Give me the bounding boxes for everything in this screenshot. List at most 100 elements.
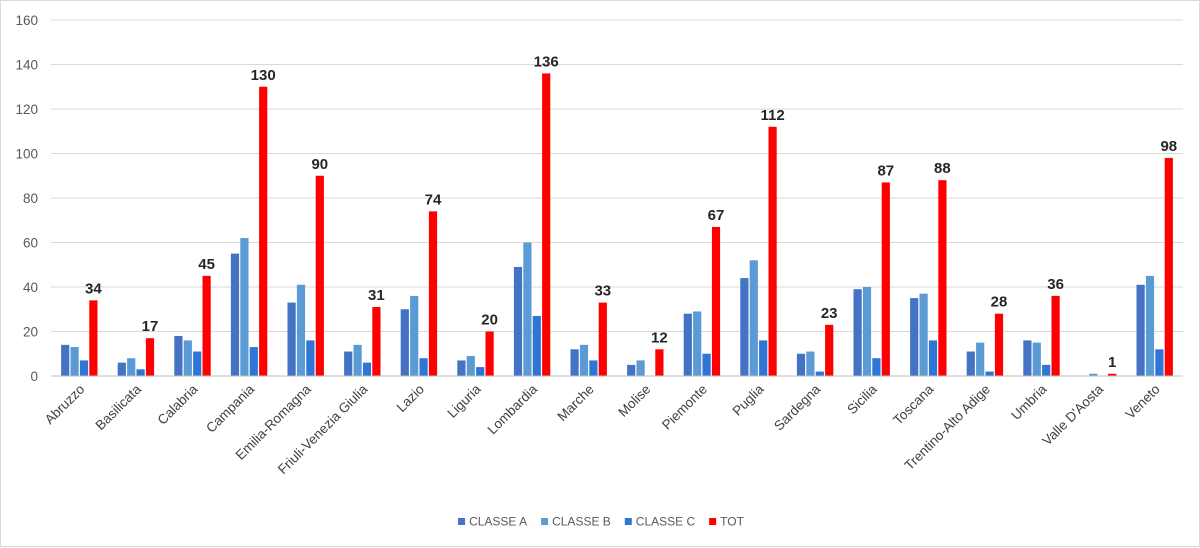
y-tick-label: 100 <box>15 147 38 162</box>
bar-tot <box>542 73 551 377</box>
bar-classe-c <box>419 358 428 376</box>
bar-classe-c <box>136 369 145 376</box>
bar-classe-b <box>1145 275 1155 376</box>
bar-classe-a <box>740 278 749 376</box>
bar-classe-c <box>872 358 881 376</box>
bar-classe-a <box>796 353 806 376</box>
data-label: 34 <box>85 280 102 297</box>
bar-classe-b <box>579 344 589 376</box>
bar-classe-a <box>117 362 126 376</box>
x-tick-label: Basilicata <box>93 381 145 433</box>
legend-label: TOT <box>720 515 744 529</box>
y-tick-label: 140 <box>15 58 38 73</box>
x-tick-label: Puglia <box>729 381 766 418</box>
bar-tot <box>994 313 1004 376</box>
bar-classe-c <box>532 315 541 376</box>
bar-classe-b <box>862 287 872 376</box>
bar-classe-c <box>985 371 994 376</box>
data-label: 112 <box>760 107 784 124</box>
bar-tot <box>655 349 664 376</box>
data-label: 130 <box>251 67 276 84</box>
bar-classe-a <box>344 351 353 376</box>
legend-swatch <box>541 518 549 525</box>
x-tick-label: Marche <box>554 382 596 424</box>
y-tick-label: 60 <box>23 236 38 251</box>
bar-classe-b <box>353 344 362 376</box>
x-tick-label: Liguria <box>444 381 484 421</box>
bar-classe-b <box>636 360 645 376</box>
bar-tot <box>259 86 268 376</box>
data-label: 88 <box>934 160 951 177</box>
data-label: 36 <box>1047 276 1064 293</box>
legend-swatch <box>709 518 717 525</box>
bar-tot <box>938 180 947 376</box>
bar-classe-b <box>976 342 985 376</box>
bar-classe-c <box>589 360 598 376</box>
bar-tot <box>89 300 98 376</box>
bar-tot <box>598 302 607 376</box>
bar-classe-a <box>910 298 919 376</box>
bar-classe-b <box>127 358 136 376</box>
bar-classe-a <box>400 309 409 376</box>
bar-classe-b <box>1032 342 1041 376</box>
bar-tot <box>881 182 890 376</box>
bar-classe-b <box>1089 373 1098 376</box>
bar-classe-a <box>457 360 466 376</box>
legend-label: CLASSE C <box>636 515 696 529</box>
y-tick-label: 160 <box>15 13 38 28</box>
data-label: 1 <box>1108 354 1116 371</box>
data-label: 98 <box>1160 138 1177 155</box>
data-label: 74 <box>425 191 442 208</box>
bar-classe-a <box>287 302 296 376</box>
bar-classe-b <box>240 238 249 376</box>
bar-classe-b <box>693 311 702 376</box>
x-tick-label: Piemonte <box>659 382 710 433</box>
bar-classe-c <box>249 347 258 376</box>
bar-classe-c <box>79 360 89 376</box>
bar-classe-a <box>966 351 975 376</box>
bar-classe-a <box>1023 340 1032 376</box>
bar-classe-a <box>570 349 579 376</box>
bar-classe-a <box>174 335 183 376</box>
x-tick-label: Molise <box>615 382 653 420</box>
bar-tot <box>768 126 777 376</box>
data-label: 23 <box>821 305 838 322</box>
bar-tot <box>711 226 721 376</box>
x-tick-label: Campania <box>203 381 257 435</box>
bar-classe-c <box>1155 349 1164 376</box>
bar-classe-b <box>919 293 928 376</box>
bar-classe-c <box>815 371 824 376</box>
bar-classe-c <box>928 340 938 376</box>
data-label: 90 <box>311 156 328 173</box>
x-tick-label: Calabria <box>154 381 201 428</box>
bar-classe-b <box>466 355 475 376</box>
bar-tot <box>428 211 438 376</box>
x-tick-label: Toscana <box>890 381 937 428</box>
legend-swatch <box>458 518 466 525</box>
data-label: 136 <box>534 53 559 70</box>
bar-tot <box>372 307 381 376</box>
data-label: 20 <box>481 312 498 329</box>
bar-tot <box>485 331 494 376</box>
bar-classe-b <box>183 340 192 376</box>
bar-classe-c <box>702 353 711 376</box>
x-tick-label: Sardegna <box>771 381 823 433</box>
legend-label: CLASSE A <box>469 515 527 529</box>
bar-classe-b <box>523 242 532 376</box>
bar-classe-a <box>230 253 240 376</box>
legend-swatch <box>624 518 632 525</box>
bar-classe-b <box>806 351 815 376</box>
bar-classe-b <box>296 284 306 376</box>
y-tick-label: 40 <box>23 280 38 295</box>
bar-tot <box>1051 295 1060 376</box>
x-tick-label: Valle D'Aosta <box>1039 381 1106 448</box>
bar-tot <box>145 338 155 376</box>
x-tick-label: Veneto <box>1122 382 1162 422</box>
bar-tot <box>315 175 324 376</box>
legend-label: CLASSE B <box>552 515 611 529</box>
bar-classe-c <box>306 340 315 376</box>
bar-classe-b <box>410 295 419 376</box>
y-tick-label: 80 <box>23 191 38 206</box>
